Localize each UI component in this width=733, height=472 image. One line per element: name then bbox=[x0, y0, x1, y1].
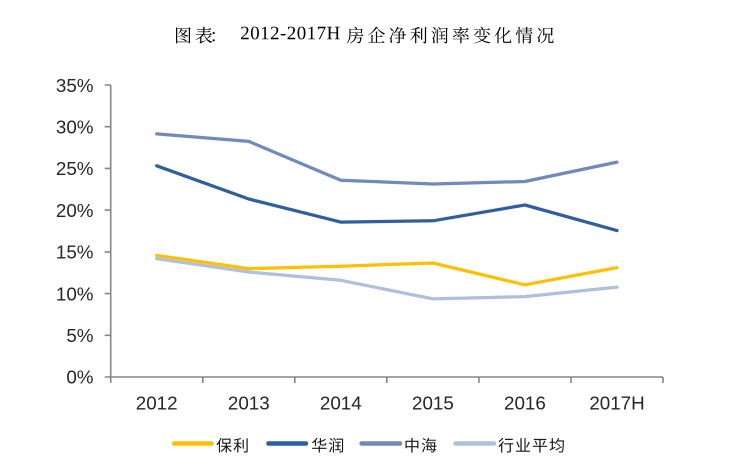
svg-text:35%: 35% bbox=[56, 75, 94, 96]
svg-text:2015: 2015 bbox=[412, 393, 454, 414]
svg-text:5%: 5% bbox=[66, 325, 93, 346]
svg-text:15%: 15% bbox=[56, 242, 94, 263]
svg-text:30%: 30% bbox=[56, 117, 94, 138]
svg-text:25%: 25% bbox=[56, 158, 94, 179]
svg-text:0%: 0% bbox=[66, 367, 93, 388]
svg-text:2014: 2014 bbox=[320, 393, 362, 414]
svg-text:2016: 2016 bbox=[504, 393, 546, 414]
svg-text:10%: 10% bbox=[56, 283, 94, 304]
svg-text:20%: 20% bbox=[56, 200, 94, 221]
svg-text:2013: 2013 bbox=[228, 393, 270, 414]
svg-text:2017H: 2017H bbox=[589, 393, 644, 414]
svg-text:2012: 2012 bbox=[136, 393, 178, 414]
